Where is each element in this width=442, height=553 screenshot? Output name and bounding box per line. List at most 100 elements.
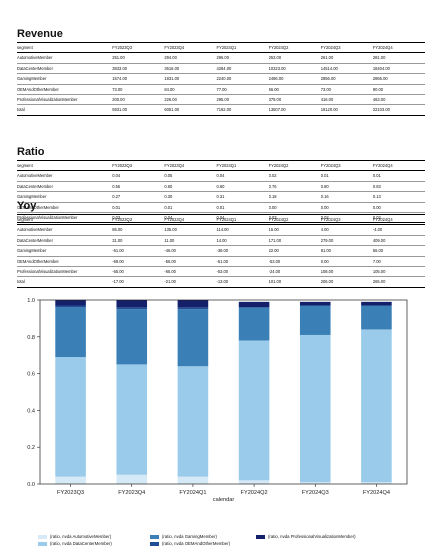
table-cell: 2856.00	[320, 76, 336, 82]
table-cell: 0.04	[112, 173, 121, 179]
legend-label: (ratio, nvda ProfessionalVisualizationMe…	[268, 534, 356, 539]
table-cell: 31.00	[112, 237, 123, 243]
x-tick-label: FY2024Q3	[302, 490, 329, 496]
table-cell: 18120.00	[320, 107, 338, 113]
table-cell: 463.00	[372, 97, 386, 103]
bar-segment	[238, 480, 270, 484]
table-row: ProfessionalVisualizationMember -65.00 -65…	[17, 267, 425, 277]
row-label: ProfessionalVisualizationMember	[17, 269, 78, 275]
table-row: OEMAndOtherMember 73.00 84.00 77.00 66.00 73.…	[17, 84, 425, 95]
table-cell: 2486.00	[268, 76, 284, 82]
table-cell: 281.00	[372, 55, 386, 61]
row-label: OEMAndOtherMember	[17, 204, 59, 210]
table-row: GamingMember 1574.00 1831.00 2240.00 2486.00…	[17, 74, 425, 85]
bar-segment	[55, 305, 86, 308]
table-cell: -51.00	[112, 248, 124, 254]
y-tick-label: 0.8	[27, 335, 35, 341]
table-cell: 11.00	[164, 237, 175, 243]
bar-segment	[238, 301, 270, 308]
column-header: FY2024Q4	[372, 163, 393, 168]
column-header: FY2023Q4	[164, 217, 185, 222]
row-label: DataCenterMember	[17, 65, 53, 71]
legend-label: (ratio, nvda AutomotiveMember)	[50, 534, 112, 539]
bar-segment	[55, 357, 86, 477]
table-cell: 0.02	[268, 173, 277, 179]
table-cell: 14.00	[216, 237, 227, 243]
revenue-title: Revenue	[17, 28, 63, 40]
table-cell: 4.00	[320, 227, 329, 233]
y-tick-label: 1.0	[27, 298, 35, 304]
legend-label: (ratio, nvda OEMAndOtherMember)	[162, 541, 231, 546]
table-cell: 7.00	[372, 258, 381, 264]
bar-segment	[55, 307, 86, 358]
table-cell: 2240.00	[216, 76, 232, 82]
table-cell: 265.00	[372, 279, 386, 285]
y-tick-label: 0.2	[27, 445, 35, 451]
table-row: total -17.00 -21.00 -13.00 101.00 206.00 265.0…	[17, 277, 425, 288]
table-cell: 0.76	[268, 183, 277, 189]
table-cell: 66.00	[268, 86, 279, 92]
row-label: GamingMember	[17, 194, 47, 200]
table-cell: 0.80	[320, 183, 329, 189]
yoy-title: Yoy	[17, 200, 37, 212]
table-cell: -53.00	[268, 258, 281, 264]
row-label: total	[17, 279, 25, 285]
x-tick-label: FY2023Q3	[57, 490, 84, 496]
table-cell: -38.00	[216, 248, 229, 254]
revenue-section: Revenue segment FY2023Q3 FY2023Q4 FY2024Q1 F…	[17, 28, 425, 116]
table-cell: 22103.00	[372, 107, 390, 113]
table-header-row: segment FY2023Q3 FY2023Q4 FY2024Q1 FY2024Q2 F…	[17, 160, 425, 171]
bar-segment	[116, 364, 148, 475]
table-cell: 73.00	[320, 86, 331, 92]
table-cell: 0.13	[372, 194, 381, 200]
table-cell: 416.00	[320, 97, 334, 103]
column-header: FY2024Q1	[216, 45, 237, 50]
table-cell: 15.00	[268, 227, 279, 233]
legend-item: (ratio, nvda DataCenterMember)	[38, 541, 112, 547]
table-cell: 73.00	[112, 86, 123, 92]
table-cell: 105.00	[372, 269, 386, 275]
legend-item: (ratio, nvda AutomotiveMember)	[38, 534, 111, 540]
table-cell: -21.00	[164, 279, 176, 285]
table-cell: 0.04	[216, 173, 225, 179]
row-label: OEMAndOtherMember	[17, 86, 59, 92]
column-header: FY2024Q2	[268, 45, 289, 50]
table-cell: -56.00	[164, 258, 176, 264]
bar-segment	[299, 482, 331, 484]
row-label: DataCenterMember	[17, 237, 53, 243]
table-cell: 77.00	[216, 86, 227, 92]
ratio-table: segment FY2023Q3 FY2023Q4 FY2024Q1 FY2024Q2 F…	[17, 160, 425, 223]
table-cell: 4284.00	[216, 65, 232, 71]
table-row: DataCenterMember 3833.00 3616.00 4284.00 103…	[17, 63, 425, 74]
table-row: AutomotiveMember 251.00 294.00 296.00 253.00…	[17, 53, 425, 64]
bar-segment	[116, 307, 148, 310]
ratio-section: Ratio segment FY2023Q3 FY2023Q4 FY2024Q1 FY2…	[17, 146, 425, 223]
column-header: FY2023Q3	[112, 45, 133, 50]
column-header: FY2023Q4	[164, 45, 185, 50]
table-cell: 0.03	[112, 215, 121, 221]
table-row: DataCenterMember 31.00 11.00 14.00 171.00 279…	[17, 235, 425, 246]
table-cell: 0.05	[164, 173, 173, 179]
table-cell: 409.00	[372, 237, 386, 243]
table-cell: -4.00	[372, 227, 383, 233]
table-cell: 108.00	[320, 269, 334, 275]
table-cell: 0.65	[112, 183, 121, 189]
column-header: FY2024Q3	[320, 217, 341, 222]
legend-label: (ratio, nvda DataCenterMember)	[50, 541, 112, 546]
legend-swatch	[150, 542, 159, 546]
table-cell: 114.00	[216, 227, 229, 233]
table-cell: 135.00	[164, 227, 177, 233]
table-cell: 7192.00	[216, 107, 232, 113]
table-cell: -53.00	[216, 269, 229, 275]
legend-item: (ratio, nvda GamingMember)	[150, 534, 217, 540]
row-label: AutomotiveMember	[17, 55, 53, 61]
bar-segment	[116, 474, 148, 484]
legend-item: (ratio, nvda OEMAndOtherMember)	[150, 541, 230, 547]
table-cell: 18404.00	[372, 65, 390, 71]
yoy-table: segment FY2023Q3 FY2023Q4 FY2024Q1 FY2024Q2 F…	[17, 214, 425, 288]
table-cell: 296.00	[216, 55, 229, 61]
legend-swatch	[38, 542, 47, 546]
table-cell: -65.00	[164, 269, 176, 275]
table-cell: -65.00	[112, 269, 124, 275]
x-tick-label: FY2024Q2	[241, 490, 268, 496]
